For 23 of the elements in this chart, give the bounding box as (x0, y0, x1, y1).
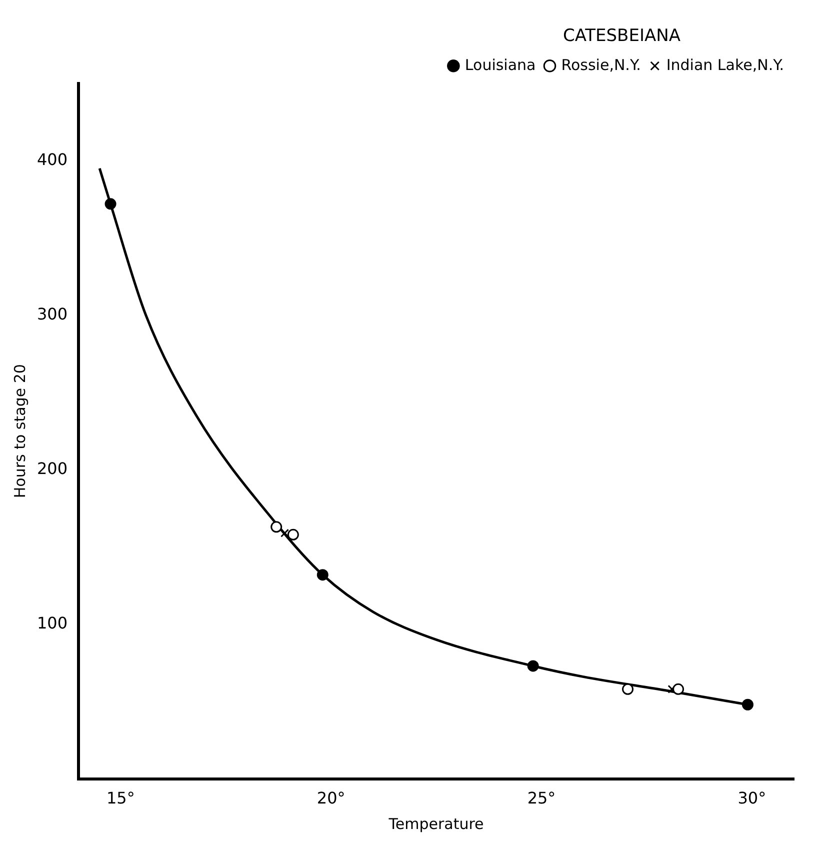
x-tick-label: 30° (738, 788, 766, 808)
legend-label: Louisiana (464, 56, 536, 74)
point (527, 660, 539, 672)
point (270, 521, 282, 533)
point (742, 698, 754, 710)
y-axis-title: Hours to stage 20 (10, 364, 29, 498)
legend-title: CATESBEIANA (562, 26, 681, 46)
x-tick-label: 20° (316, 788, 346, 808)
y-tick-label: 400 (36, 150, 68, 169)
y-tick-label: 200 (36, 458, 68, 478)
point (280, 528, 290, 538)
point (104, 198, 116, 210)
x-axis-title: Temperature (388, 814, 484, 833)
x-tick-label: 25° (527, 788, 556, 808)
y-tick-label: 300 (36, 304, 68, 324)
y-tick-label: 100 (36, 613, 68, 632)
x-tick-label: 15° (106, 788, 135, 808)
point (622, 683, 634, 695)
point (287, 528, 299, 540)
point (316, 569, 328, 581)
legend-label: Rossie,N.Y. (561, 56, 641, 74)
point (672, 683, 684, 695)
legend-label: Indian Lake,N.Y. (666, 56, 784, 74)
